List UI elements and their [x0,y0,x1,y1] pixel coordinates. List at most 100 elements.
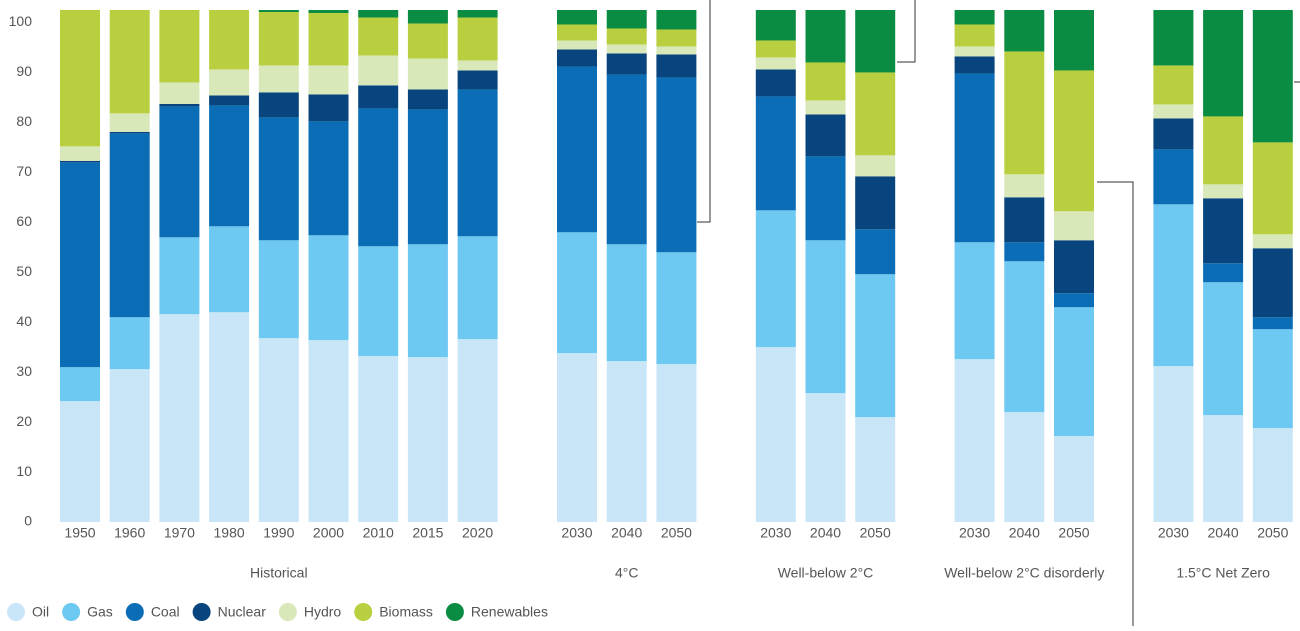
y-tick-label: 60 [16,213,32,229]
bar-segment [1153,10,1194,66]
bar-segment [308,121,349,236]
y-tick-label: 10 [16,463,32,479]
bar-segment [308,235,349,341]
bar-segment [656,364,697,522]
x-tick-label: 2040 [611,525,642,541]
bar-segment [358,246,399,357]
legend-swatch [62,603,81,621]
bar-segment [855,417,896,522]
bar-segment [954,242,995,360]
bar-segment [805,393,846,522]
bar-segment [457,10,498,18]
legend-label: Oil [32,604,49,620]
bar-segment [557,10,597,25]
bar-segment [656,77,697,253]
bar-segment [1252,142,1293,235]
bar-segment [159,82,200,104]
bar-segment [1153,204,1194,367]
bar-segment [60,401,100,522]
bar-segment [1004,261,1045,413]
bar-segment [159,103,200,107]
bar-segment [209,69,250,96]
bar-segment [855,155,896,177]
bar-segment [159,106,200,238]
bar-segment [557,40,597,50]
bar-segment [258,117,299,241]
bar-segment [60,146,100,161]
bar-segment [656,46,697,55]
bar-segment [1203,116,1244,185]
legend-swatch [7,603,25,621]
legend-swatch [125,603,144,621]
bar-segment [656,54,697,78]
bar-segment [209,10,250,70]
bar-segment [159,10,200,83]
bar-segment [755,210,796,348]
bar-segment [1054,293,1094,308]
bar-segment [457,70,498,90]
group-label: Well-below 2°C [778,565,874,581]
bar-segment [1054,307,1094,437]
bar-segment [855,229,896,275]
bar-segment [656,29,697,47]
bar-segment [1004,10,1045,52]
bar-segment [755,69,796,97]
bar-segment [855,274,896,418]
x-tick-label: 2040 [810,525,841,541]
bar-segment [407,89,448,110]
x-tick-label: 2050 [1058,525,1089,541]
y-tick-label: 70 [16,163,32,179]
bar-segment [308,65,349,95]
bar-segment [805,156,846,241]
bar-segment [407,357,448,522]
bar-segment [457,339,498,522]
x-tick-label: 2040 [1208,525,1239,541]
bar-segment [1004,174,1045,198]
bar-segment [60,162,100,368]
legend-label: Renewables [471,604,548,620]
x-tick-label: 2010 [363,525,394,541]
group-label: 4°C [615,565,639,581]
bar-segment [1252,329,1293,429]
bar-segment [1153,366,1194,522]
bar-segment [109,133,150,318]
bar-segment [159,314,200,522]
bar-segment [805,62,846,101]
bar-segment [557,232,597,354]
bar-segment [258,92,299,118]
bar-segment [258,11,299,66]
legend-label: Biomass [379,604,433,620]
bar-segment [1004,242,1045,262]
bar-segment [1153,104,1194,119]
bar-segment [1252,10,1293,143]
bar-segment [557,353,597,522]
bar-segment [606,53,647,75]
bar-segment [258,338,299,522]
bar-segment [407,109,448,245]
x-tick-label: 2050 [661,525,692,541]
bar-segment [1252,428,1293,522]
bar-segment [457,89,498,237]
bar-segment [457,60,498,71]
bar-segment [755,347,796,522]
bar-segment [308,94,349,122]
bar-segment [954,24,995,47]
group-label: 1.5°C Net Zero [1176,565,1270,581]
bar-segment [358,17,399,56]
bar-segment [1203,184,1244,199]
bar-segment [656,252,697,365]
y-tick-label: 40 [16,313,32,329]
group-label: Historical [250,565,308,581]
x-tick-label: 2015 [412,525,443,541]
legend-swatch [354,603,373,621]
bar-segment [805,114,846,157]
x-tick-label: 2050 [1257,525,1288,541]
bar-segment [606,244,647,362]
x-tick-label: 2030 [760,525,791,541]
bar-segment [358,10,399,18]
x-tick-label: 1970 [164,525,195,541]
bar-segment [755,57,796,70]
bar-segment [557,49,597,67]
bar-segment [1054,436,1094,522]
